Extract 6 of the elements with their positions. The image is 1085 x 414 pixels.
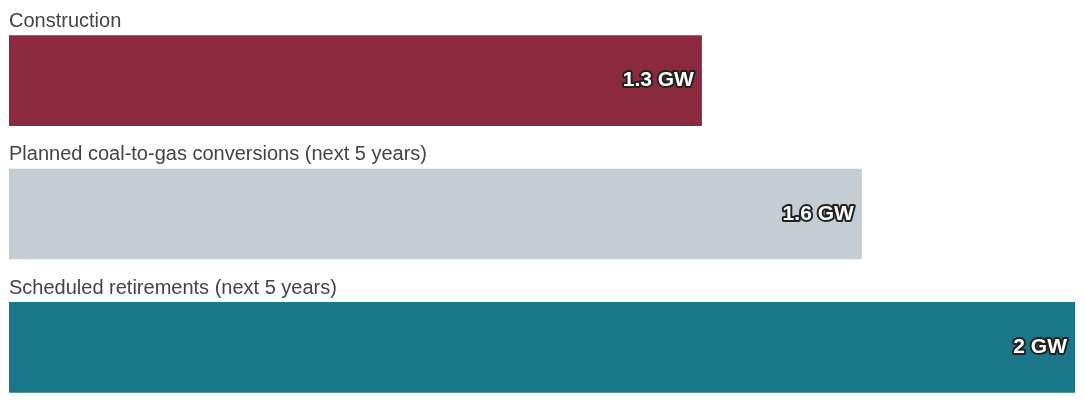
y-tick-label: Planned coal-to-gas conversions (next 5 years) <box>9 142 427 165</box>
data-label: 1.6 GW <box>782 200 854 224</box>
data-label: 2 GW <box>1013 334 1068 358</box>
y-tick-label: Scheduled retirements (next 5 years) <box>9 275 337 298</box>
y-tick-label: Construction <box>9 8 122 31</box>
data-label: 1.3 GW <box>622 67 695 91</box>
